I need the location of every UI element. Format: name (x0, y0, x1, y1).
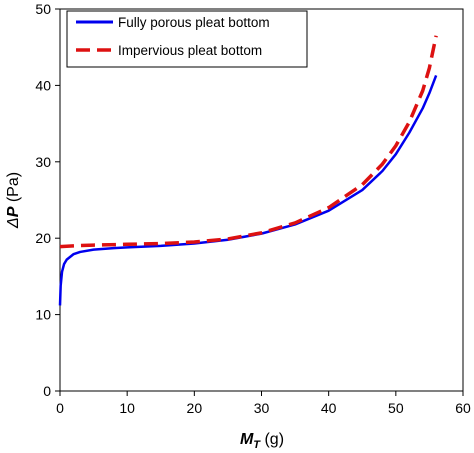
y-tick-label: 10 (35, 307, 51, 323)
x-tick-label: 60 (455, 400, 471, 416)
y-tick-label: 40 (35, 77, 51, 93)
y-tick-label: 30 (35, 154, 51, 170)
y-tick-label: 50 (35, 1, 51, 17)
legend-label-impervious: Impervious pleat bottom (118, 43, 262, 58)
x-tick-label: 30 (254, 400, 270, 416)
y-tick-label: 0 (43, 383, 51, 399)
series-layer (58, 35, 438, 306)
x-tick-label: 50 (388, 400, 404, 416)
x-tick-label: 40 (321, 400, 337, 416)
x-axis-ticks: 0 10 20 30 40 50 60 (56, 391, 471, 416)
x-tick-label: 0 (56, 400, 64, 416)
legend: Fully porous pleat bottom Impervious ple… (66, 10, 308, 68)
series-line-impervious (59, 35, 438, 249)
y-tick-label: 20 (35, 230, 51, 246)
y-axis-ticks: 0 10 20 30 40 50 (35, 1, 60, 399)
x-tick-label: 10 (119, 400, 135, 416)
legend-label-fully-porous: Fully porous pleat bottom (118, 15, 270, 30)
x-axis-title: MT (g) (240, 431, 284, 451)
x-tick-label: 20 (187, 400, 203, 416)
legend-box (66, 10, 308, 68)
series-line-fully-porous (58, 75, 438, 306)
y-axis-title: ΔP (Pa) (5, 172, 22, 229)
